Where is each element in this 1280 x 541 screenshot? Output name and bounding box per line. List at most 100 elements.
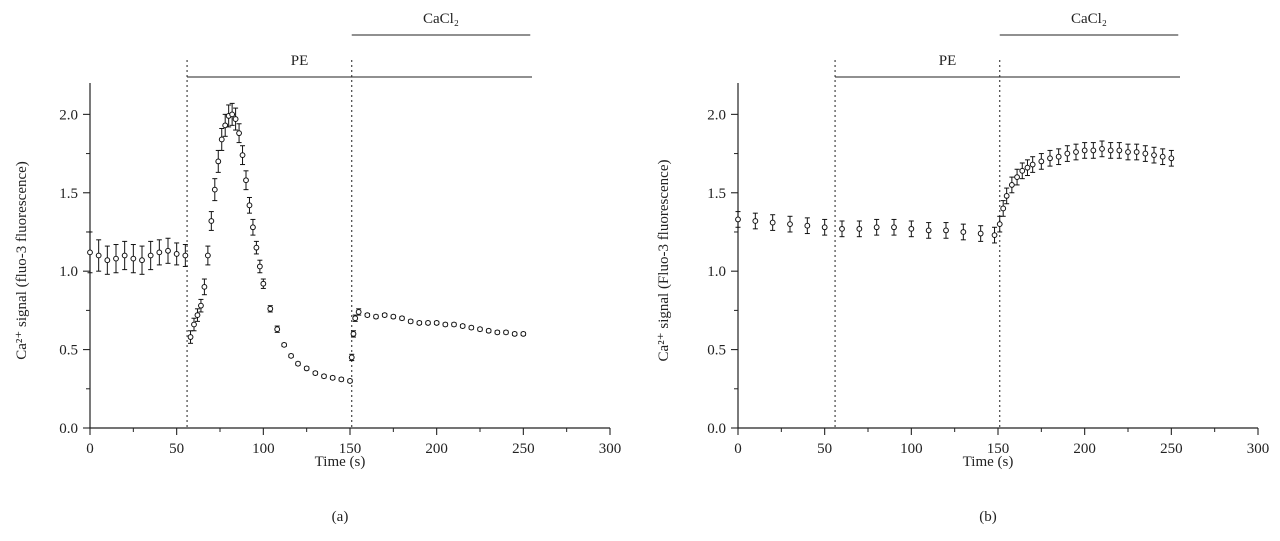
data-point — [416, 320, 423, 326]
data-point — [1008, 182, 1015, 188]
data-point — [350, 331, 357, 337]
data-point — [1014, 174, 1020, 180]
data-point — [201, 283, 208, 290]
data-point — [752, 218, 759, 224]
data-point — [891, 224, 897, 231]
data-point — [381, 312, 388, 318]
data-point — [468, 324, 475, 331]
data-point — [1003, 193, 1010, 199]
data-point — [1159, 153, 1166, 160]
data-point — [187, 334, 194, 340]
data-point — [1107, 147, 1114, 154]
data-point — [243, 177, 249, 184]
data-point — [477, 326, 483, 333]
y-tick-label: 2.0 — [707, 107, 726, 123]
y-tick-label: 1.5 — [59, 186, 78, 202]
data-point — [113, 255, 119, 262]
x-axis-title: Time (s) — [315, 454, 366, 470]
data-point — [182, 252, 189, 259]
data-point — [390, 313, 397, 320]
data-point — [329, 374, 336, 381]
y-tick-label: 1.5 — [707, 186, 726, 202]
data-point — [1168, 155, 1175, 162]
data-point — [104, 257, 111, 264]
y-tick-label: 0.5 — [707, 343, 726, 359]
data-point — [253, 244, 260, 251]
data-point — [274, 326, 281, 333]
y-axis-title: Ca²⁺ signal (Fluo-3 fluorescence) — [656, 160, 672, 362]
data-point — [804, 222, 811, 229]
data-point — [204, 252, 211, 259]
data-point — [511, 331, 518, 337]
data-point — [260, 280, 267, 287]
data-point — [250, 224, 256, 231]
data-point — [348, 354, 355, 361]
data-point — [451, 321, 457, 328]
data-point — [1019, 167, 1026, 174]
y-tick-label: 2.0 — [59, 107, 78, 123]
data-point — [312, 370, 319, 377]
data-point — [347, 378, 353, 384]
x-tick-label: 100 — [252, 441, 275, 457]
data-series — [87, 102, 527, 384]
data-point — [218, 136, 225, 143]
data-point — [433, 320, 440, 326]
data-point — [839, 225, 845, 232]
data-point — [821, 224, 828, 231]
data-point — [1099, 145, 1105, 152]
data-point — [520, 331, 527, 337]
panel-a-chart: 0 50 100 150 200 250 300 0.0 0.5 1.0 1.5 2.0 Time (s… — [14, 11, 621, 525]
data-point — [208, 218, 215, 224]
data-point — [215, 158, 222, 165]
data-point — [1073, 149, 1079, 155]
data-point — [1133, 149, 1140, 155]
data-point — [442, 321, 449, 328]
x-tick-label: 0 — [86, 441, 94, 457]
y-axis-title: Ca²⁺ signal (fluo-3 fluorescence) — [14, 161, 30, 360]
data-point — [996, 221, 1003, 228]
data-point — [407, 318, 414, 325]
data-point — [288, 352, 294, 359]
data-point — [139, 257, 145, 264]
x-tick-label: 200 — [425, 441, 448, 457]
y-tick-label: 0.0 — [707, 421, 726, 437]
x-tick-label: 150 — [987, 441, 1010, 457]
data-point — [87, 249, 93, 256]
data-point — [355, 309, 362, 315]
data-point — [1142, 150, 1149, 157]
data-point — [130, 255, 137, 262]
data-point — [943, 227, 949, 234]
x-tick-label: 300 — [1247, 441, 1270, 457]
data-point — [977, 230, 984, 237]
data-point — [173, 251, 180, 257]
data-point — [373, 313, 379, 320]
x-tick-label: 50 — [169, 441, 184, 457]
data-point — [239, 152, 246, 159]
data-point — [873, 224, 880, 231]
data-point — [908, 225, 915, 232]
data-point — [1047, 155, 1053, 162]
data-point — [364, 312, 371, 318]
data-point — [236, 130, 242, 137]
x-axis-title: Time (s) — [963, 454, 1014, 470]
data-point — [787, 221, 793, 228]
x-tick-label: 50 — [817, 441, 832, 457]
treatment-label: CaCl₂ — [1071, 11, 1107, 27]
panel-b-chart: 0 50 100 150 200 250 300 0.0 0.5 1.0 1.5 2.0 Time (s… — [656, 11, 1269, 525]
data-point — [194, 312, 201, 318]
treatment-label: CaCl₂ — [423, 11, 459, 27]
x-tick-label: 250 — [1160, 441, 1183, 457]
data-point — [191, 321, 197, 328]
data-point — [1081, 147, 1088, 154]
data-point — [295, 360, 301, 367]
data-point — [165, 247, 171, 254]
panel-label: (b) — [979, 509, 997, 525]
data-point — [494, 329, 501, 336]
data-point — [321, 373, 327, 380]
data-point — [256, 263, 263, 270]
data-point — [121, 252, 128, 259]
data-point — [198, 302, 204, 309]
data-point — [925, 227, 932, 234]
x-tick-label: 0 — [734, 441, 742, 457]
